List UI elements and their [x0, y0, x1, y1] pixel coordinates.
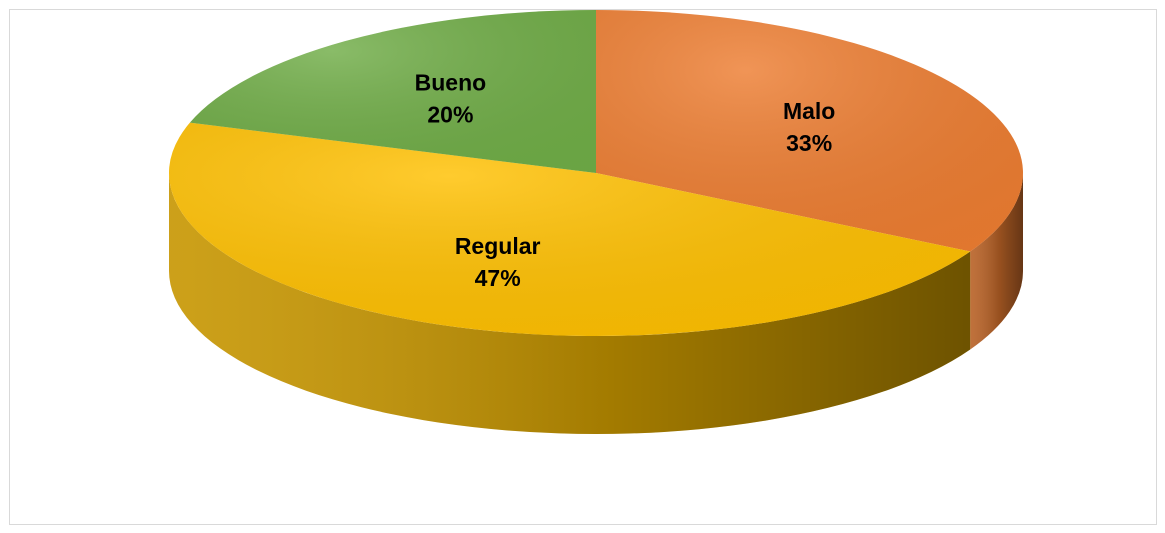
pie-label-value-regular: 47%: [475, 265, 521, 291]
pie-slice-highlight-regular: [169, 122, 971, 336]
pie-chart: Malo 33% Regular 47% Bueno 20%: [169, 10, 1023, 434]
pie-label-value-bueno: 20%: [427, 102, 473, 128]
chart-area: Malo 33% Regular 47% Bueno 20%: [9, 9, 1157, 525]
pie-side-shading-regular: [169, 173, 971, 434]
pie-slice-highlight-malo: [596, 10, 1023, 252]
pie-label-name-bueno: Bueno: [415, 70, 487, 96]
pie-label-name-malo: Malo: [783, 98, 835, 124]
pie-tops: [169, 10, 1023, 336]
pie-side-shading-malo: [970, 173, 1023, 350]
pie-labels: Malo 33% Regular 47% Bueno 20%: [415, 70, 836, 291]
pie-slice-highlight-bueno: [189, 10, 596, 173]
pie-sides: [169, 173, 1023, 434]
pie-label-value-malo: 33%: [786, 130, 832, 156]
pie-label-name-regular: Regular: [455, 233, 541, 259]
